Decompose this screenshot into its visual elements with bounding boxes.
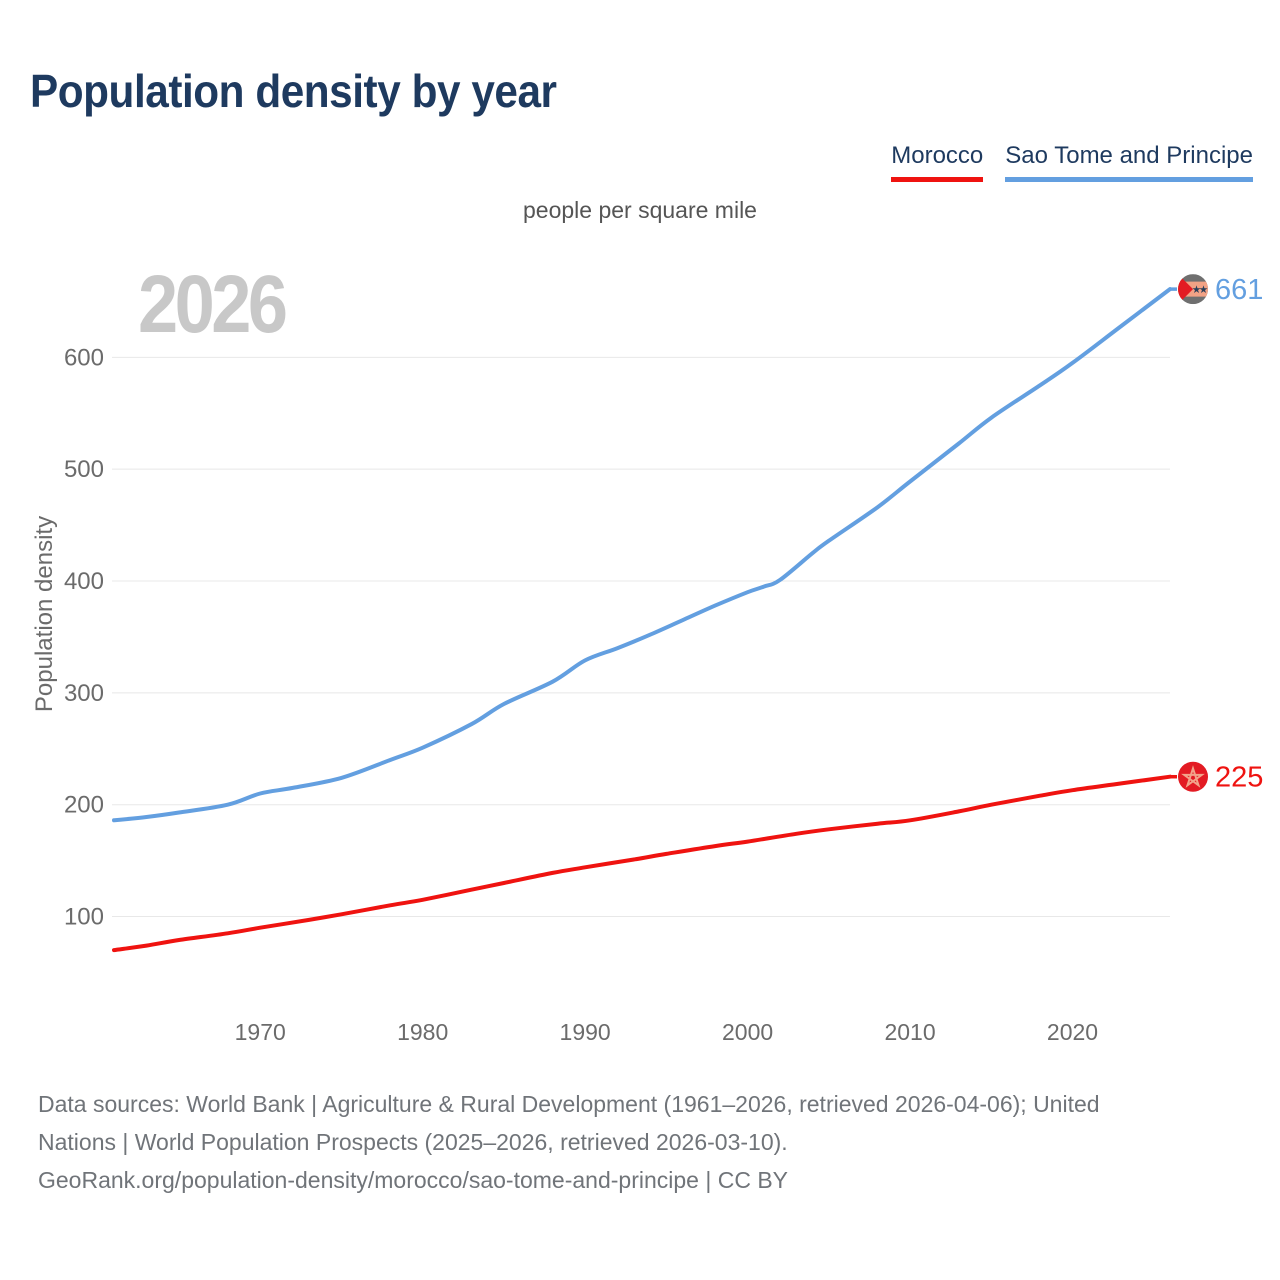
year-watermark: 2026 <box>138 259 288 350</box>
x-tick-label-1970: 1970 <box>235 1019 286 1045</box>
x-tick-label-1990: 1990 <box>560 1019 611 1045</box>
x-tick-label-2010: 2010 <box>884 1019 935 1045</box>
unit-subtitle: people per square mile <box>523 197 757 223</box>
page-title: Population density by year <box>30 65 557 117</box>
legend-label-sao-tome-and-principe: Sao Tome and Principe <box>1005 142 1253 169</box>
footer-line-sources-1: Data sources: World Bank | Agriculture &… <box>38 1091 1100 1117</box>
y-tick-label-200: 200 <box>64 792 104 819</box>
legend: Morocco Sao Tome and Principe <box>891 142 1253 182</box>
x-tick-label-2000: 2000 <box>722 1019 773 1045</box>
sao-tome-and-principe-line[interactable] <box>112 287 1172 823</box>
sao-tome-flag-icon <box>1178 274 1208 305</box>
y-tick-label-600: 600 <box>64 344 104 371</box>
legend-label-morocco: Morocco <box>891 142 984 169</box>
legend-item-sao-tome-and-principe[interactable]: Sao Tome and Principe <box>1005 142 1253 182</box>
x-tick-label-1980: 1980 <box>397 1019 448 1045</box>
footer: Data sources: World Bank | Agriculture &… <box>38 1085 1100 1199</box>
y-tick-label-400: 400 <box>64 568 104 595</box>
y-tick-label-300: 300 <box>64 680 104 707</box>
y-tick-label-100: 100 <box>64 904 104 931</box>
morocco-flag-icon <box>1178 761 1208 792</box>
morocco-end-value-label: 225 <box>1215 762 1263 794</box>
x-tick-label-2020: 2020 <box>1047 1019 1098 1045</box>
y-tick-label-500: 500 <box>64 456 104 483</box>
morocco-line[interactable] <box>112 774 1172 953</box>
legend-item-morocco[interactable]: Morocco <box>891 142 984 182</box>
footer-line-sources-2: Nations | World Population Prospects (20… <box>38 1129 788 1155</box>
footer-line-url: GeoRank.org/population-density/morocco/s… <box>38 1167 789 1193</box>
sao-tome-and-principe-end-value-label: 661 <box>1215 274 1263 306</box>
